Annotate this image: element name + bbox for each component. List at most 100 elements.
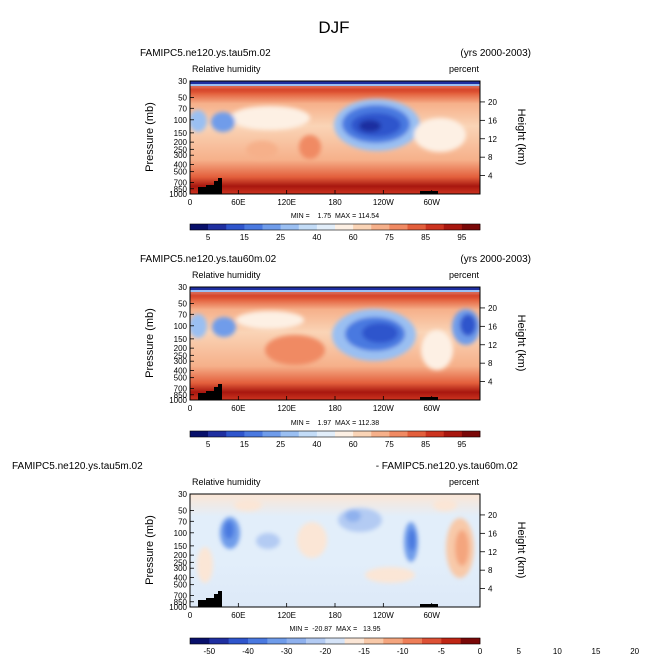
colorbar-swatch	[209, 638, 229, 644]
pressure-tick-label: 850	[174, 391, 188, 400]
panel-2-title-right: (yrs 2000-2003)	[460, 254, 531, 265]
colorbar-swatch	[344, 638, 365, 644]
pressure-tick-label: 30	[178, 77, 187, 86]
colorbar-swatch	[371, 431, 390, 437]
panel-3-ylabel-right: Height (km)	[515, 522, 527, 579]
colorbar-swatch	[280, 224, 300, 230]
lon-tick-label: 0	[188, 198, 193, 207]
pressure-tick-label: 700	[174, 385, 188, 394]
panel-1-x-ticks: 0 60E 120E 180 120W 60W	[188, 190, 440, 207]
pressure-tick-label: 1000	[169, 396, 187, 405]
panel-3-ylabel: Pressure (mb)	[144, 515, 156, 585]
colorbar-label: 95	[457, 440, 466, 449]
panel-1-stats: MIN = 1.75 MAX = 114.54	[291, 213, 379, 220]
panel-2-subtitle-left: Relative humidity	[192, 270, 261, 280]
lon-tick-label: 180	[328, 404, 342, 413]
colorbar-frame	[189, 637, 481, 645]
colorbar-frame	[189, 223, 481, 231]
panel-3-stats: MIN = -20.87 MAX = 13.95	[289, 626, 380, 633]
colorbar-swatch	[353, 431, 372, 437]
height-tick-label: 12	[488, 135, 497, 144]
panel-3: FAMIPC5.ne120.ys.tau5m.02 - FAMIPC5.ne12…	[12, 461, 669, 656]
pressure-tick-label: 200	[174, 344, 188, 353]
colorbar-swatch	[306, 638, 326, 644]
panel-1: FAMIPC5.ne120.ys.tau5m.02 (yrs 2000-2003…	[140, 48, 531, 242]
colorbar-swatch	[190, 431, 209, 437]
colorbar-label: -50	[204, 647, 216, 656]
pressure-tick-label: 70	[178, 517, 187, 526]
colorbar-swatch	[383, 638, 403, 644]
colorbar-label: 15	[240, 440, 249, 449]
colorbar-label: -10	[397, 647, 409, 656]
colorbar-swatch	[298, 431, 318, 437]
pressure-tick-label: 150	[174, 129, 188, 138]
colorbar-swatch	[244, 431, 263, 437]
panel-3-x-ticks: 0 60E 120E 180 120W 60W	[188, 603, 440, 620]
pressure-tick-label: 300	[174, 151, 188, 160]
colorbar-label: -40	[242, 647, 254, 656]
panel-1-title-right: (yrs 2000-2003)	[460, 48, 531, 59]
panel-3-colorbar: -50-40-30-20-15-10-505101520304050	[189, 637, 669, 656]
colorbar-swatch	[364, 638, 384, 644]
colorbar-swatch	[190, 638, 210, 644]
panel-2-ylabel-right: Height (km)	[515, 315, 527, 372]
pressure-tick-label: 1000	[169, 190, 187, 199]
panel-1-ylabel: Pressure (mb)	[144, 102, 156, 172]
colorbar-swatch	[407, 224, 426, 230]
colorbar-swatch	[228, 638, 249, 644]
panel-2-x-ticks: 0 60E 120E 180 120W 60W	[188, 396, 440, 413]
lon-tick-label: 60W	[423, 198, 440, 207]
panel-1-subtitle-left: Relative humidity	[192, 64, 261, 74]
colorbar-swatch	[262, 224, 281, 230]
colorbar-swatch	[443, 224, 463, 230]
colorbar-label: 15	[592, 647, 601, 656]
pressure-tick-label: 50	[178, 299, 187, 308]
colorbar-swatch	[425, 431, 445, 437]
pressure-tick-label: 400	[174, 160, 188, 169]
colorbar-swatch	[461, 431, 481, 437]
panel-3-field	[190, 494, 480, 607]
colorbar-swatch	[460, 638, 481, 644]
pressure-tick-label: 150	[174, 542, 188, 551]
colorbar-label: 60	[349, 233, 358, 242]
colorbar-label: 40	[312, 440, 321, 449]
height-tick-label: 20	[488, 98, 497, 107]
panel-2-field	[190, 287, 480, 400]
colorbar-label: 75	[385, 440, 394, 449]
lon-tick-label: 120E	[277, 404, 296, 413]
colorbar-swatch	[226, 224, 245, 230]
colorbar-swatch	[316, 224, 336, 230]
colorbar-swatch	[461, 224, 481, 230]
panel-1-field	[190, 81, 480, 194]
colorbar-label: 5	[516, 647, 521, 656]
colorbar-label: 20	[630, 647, 639, 656]
colorbar-swatch	[335, 224, 354, 230]
lon-tick-label: 120W	[373, 198, 394, 207]
pressure-tick-label: 30	[178, 283, 187, 292]
panel-1-title-left: FAMIPC5.ne120.ys.tau5m.02	[140, 48, 271, 59]
colorbar-swatch	[422, 638, 442, 644]
panel-1-height-ticks: 20 16 12 8 4	[480, 98, 497, 181]
pressure-tick-label: 700	[174, 592, 188, 601]
colorbar-label: 95	[457, 233, 466, 242]
panel-3-subtitle-right: percent	[449, 477, 480, 487]
pressure-tick-label: 150	[174, 335, 188, 344]
pressure-tick-label: 300	[174, 357, 188, 366]
colorbar-swatch	[226, 431, 245, 437]
colorbar-label: 85	[421, 440, 430, 449]
colorbar-swatch	[425, 224, 445, 230]
height-tick-label: 8	[488, 359, 493, 368]
colorbar-swatch	[335, 431, 354, 437]
colorbar-swatch	[286, 638, 307, 644]
colorbar-label: 5	[206, 233, 211, 242]
colorbar-swatch	[407, 431, 426, 437]
colorbar-frame	[189, 430, 481, 438]
lon-tick-label: 60E	[231, 404, 245, 413]
colorbar-label: 75	[385, 233, 394, 242]
lon-tick-label: 60W	[423, 404, 440, 413]
panel-3-title-right: - FAMIPC5.ne120.ys.tau60m.02	[376, 461, 519, 472]
panel-1-colorbar: 5 15 25 40 60 75 85 95	[189, 223, 481, 242]
colorbar-swatch	[267, 638, 287, 644]
